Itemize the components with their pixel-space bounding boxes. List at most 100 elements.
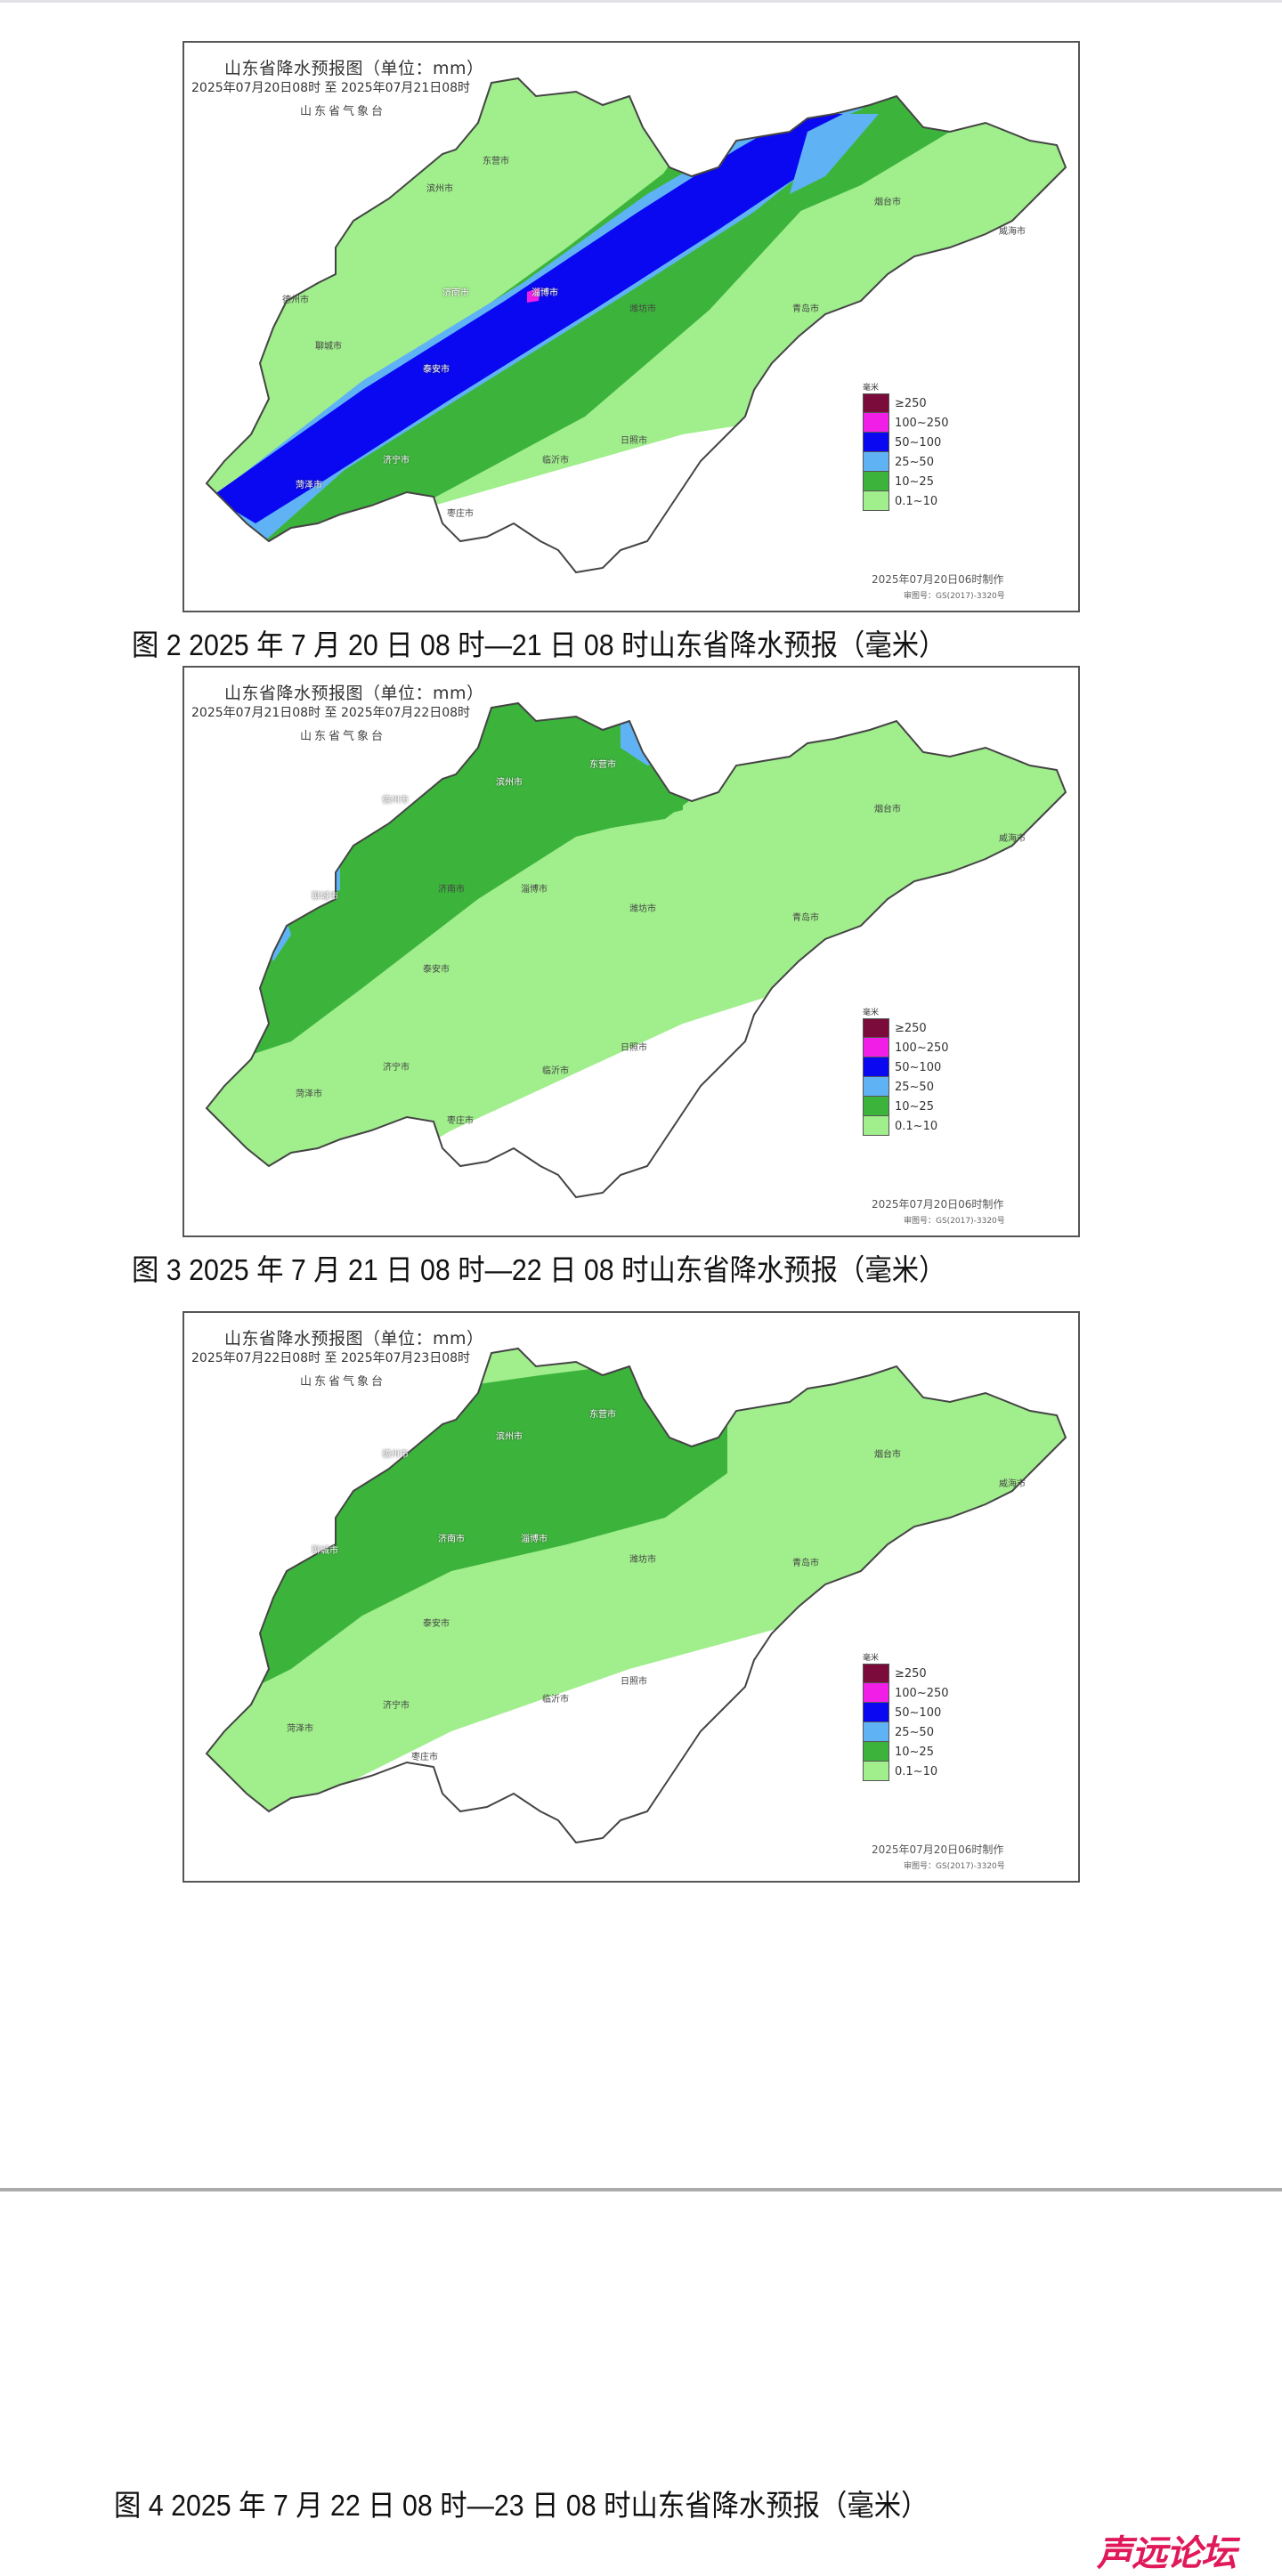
- city-label: 枣庄市: [411, 1753, 438, 1762]
- city-label: 聊城市: [312, 892, 338, 902]
- figure-caption: 图 2 2025 年 7 月 20 日 08 时—21 日 08 时山东省降水预…: [132, 628, 946, 661]
- city-label: 潍坊市: [629, 904, 656, 914]
- legend-label: 0.1~10: [895, 494, 938, 508]
- city-label: 青岛市: [792, 913, 819, 923]
- city-label: 济宁市: [383, 456, 410, 466]
- figure-caption: 图 3 2025 年 7 月 21 日 08 时—22 日 08 时山东省降水预…: [132, 1253, 946, 1286]
- city-label: 淄博市: [531, 288, 558, 298]
- legend-label: 100~250: [895, 1041, 949, 1055]
- legend-label: 100~250: [895, 416, 949, 430]
- legend-label: 10~25: [895, 1099, 934, 1114]
- city-label: 东营市: [589, 1410, 616, 1420]
- city-label: 东营市: [589, 760, 616, 770]
- city-label: 威海市: [999, 834, 1026, 844]
- legend: 毫米 ≥250 100~250 50~100 25~50 10~25 0.1~1…: [863, 1006, 949, 1136]
- city-label: 日照市: [621, 1043, 647, 1053]
- shandong-map-shape: [205, 1347, 1067, 1844]
- legend-label: ≥250: [895, 396, 927, 410]
- city-label: 滨州市: [496, 778, 523, 788]
- city-label: 潍坊市: [629, 304, 656, 314]
- map-period: 2025年07月21日08时 至 2025年07月22日08时: [191, 706, 471, 720]
- legend-label: 50~100: [895, 1060, 942, 1074]
- legend-label: 0.1~10: [895, 1119, 938, 1133]
- precip-map-1: 山东省降水预报图（单位：mm） 2025年07月20日08时 至 2025年07…: [183, 41, 1080, 612]
- city-label: 滨州市: [496, 1432, 523, 1442]
- city-label: 枣庄市: [447, 509, 474, 519]
- legend-swatch: [863, 1742, 889, 1762]
- legend-swatch: [863, 433, 889, 452]
- city-label: 临沂市: [542, 1695, 569, 1705]
- city-label: 聊城市: [315, 342, 342, 352]
- map-issuer: 山东省气象台: [300, 105, 386, 118]
- city-label: 泰安市: [423, 365, 450, 375]
- city-label: 德州市: [382, 796, 409, 806]
- city-label: 青岛市: [792, 1559, 819, 1568]
- legend-swatch: [863, 1018, 889, 1038]
- city-label: 菏泽市: [296, 1090, 322, 1099]
- city-label: 菏泽市: [287, 1724, 313, 1734]
- precip-map-3: 山东省降水预报图（单位：mm） 2025年07月22日08时 至 2025年07…: [183, 1311, 1080, 1883]
- legend-swatch: [863, 1703, 889, 1722]
- city-label: 德州市: [382, 1450, 409, 1460]
- city-label: 泰安市: [423, 965, 450, 975]
- city-label: 济南市: [438, 1535, 465, 1544]
- legend-swatch: [863, 452, 889, 472]
- city-label: 淄博市: [521, 885, 548, 895]
- legend-label: 25~50: [895, 455, 934, 469]
- map-made-time: 2025年07月20日06时制作: [872, 573, 1004, 586]
- city-label: 枣庄市: [447, 1116, 474, 1126]
- legend-label: 50~100: [895, 435, 942, 450]
- legend-swatch: [863, 1664, 889, 1683]
- city-label: 泰安市: [423, 1619, 450, 1629]
- legend-label: 0.1~10: [895, 1764, 938, 1778]
- map-made-time: 2025年07月20日06时制作: [872, 1198, 1004, 1211]
- legend-swatch: [863, 472, 889, 491]
- city-label: 聊城市: [312, 1546, 338, 1556]
- map-period: 2025年07月22日08时 至 2025年07月23日08时: [191, 1351, 471, 1365]
- city-label: 菏泽市: [296, 481, 322, 490]
- watermark-logo: 声远论坛: [1097, 2533, 1237, 2574]
- map-title: 山东省降水预报图（单位：mm）: [224, 1329, 484, 1349]
- shandong-map-shape: [205, 77, 1067, 574]
- legend-swatch: [863, 1038, 889, 1057]
- city-label: 济宁市: [383, 1701, 410, 1711]
- map-issuer: 山东省气象台: [300, 730, 386, 743]
- legend-swatch: [863, 1077, 889, 1097]
- city-label: 东营市: [483, 157, 509, 166]
- map-period: 2025年07月20日08时 至 2025年07月21日08时: [191, 81, 471, 95]
- city-label: 潍坊市: [629, 1555, 656, 1565]
- map-approval-no: 审图号：GS(2017)-3320号: [904, 592, 1005, 601]
- legend-unit: 毫米: [863, 384, 880, 393]
- precip-map-2: 山东省降水预报图（单位：mm） 2025年07月21日08时 至 2025年07…: [183, 666, 1080, 1237]
- map-approval-no: 审图号：GS(2017)-3320号: [904, 1217, 1005, 1226]
- legend-swatch: [863, 1683, 889, 1703]
- legend-label: 25~50: [895, 1725, 934, 1739]
- legend-swatch: [863, 1722, 889, 1742]
- map-approval-no: 审图号：GS(2017)-3320号: [904, 1862, 1005, 1871]
- map-title: 山东省降水预报图（单位：mm）: [224, 684, 484, 703]
- legend: 毫米 ≥250 100~250 50~100 25~50 10~25 0.1~1…: [863, 381, 949, 511]
- legend-swatch: [863, 1057, 889, 1077]
- city-label: 青岛市: [792, 304, 819, 314]
- legend-label: ≥250: [895, 1666, 927, 1681]
- figure-caption: 图 4 2025 年 7 月 22 日 08 时—23 日 08 时山东省降水预…: [114, 2489, 929, 2522]
- legend-label: ≥250: [895, 1021, 927, 1035]
- city-label: 临沂市: [542, 1066, 569, 1076]
- city-label: 济宁市: [383, 1063, 410, 1073]
- city-label: 威海市: [999, 1479, 1026, 1489]
- city-label: 临沂市: [542, 456, 569, 466]
- legend-swatch: [863, 1762, 889, 1781]
- legend-label: 25~50: [895, 1080, 934, 1094]
- city-label: 日照市: [621, 1677, 647, 1687]
- city-label: 淄博市: [521, 1535, 548, 1544]
- map-issuer: 山东省气象台: [300, 1375, 386, 1389]
- top-bar: [0, 0, 1282, 3]
- city-label: 威海市: [999, 227, 1026, 237]
- legend-unit: 毫米: [863, 1654, 880, 1663]
- city-label: 烟台市: [874, 805, 901, 814]
- section-divider: [0, 2188, 1282, 2191]
- legend-unit: 毫米: [863, 1009, 880, 1017]
- legend-label: 100~250: [895, 1686, 949, 1700]
- city-label: 德州市: [282, 296, 309, 305]
- legend-swatch: [863, 393, 889, 413]
